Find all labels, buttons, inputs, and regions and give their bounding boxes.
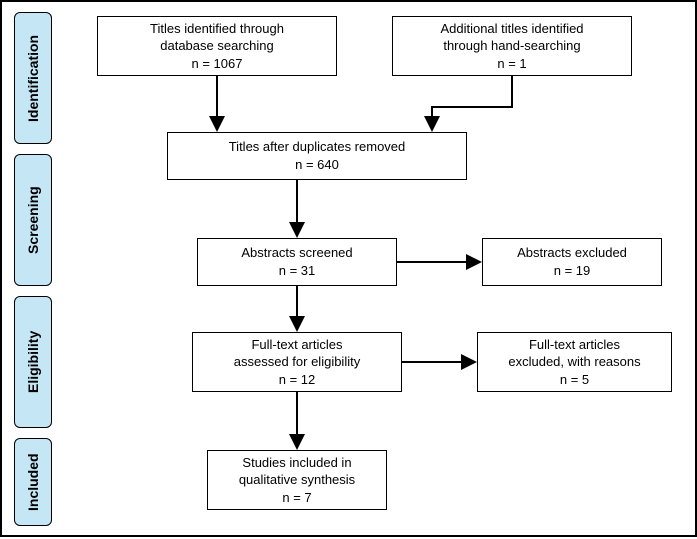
box-line: Titles identified through — [150, 20, 284, 38]
stage-label-text: Eligibility — [25, 331, 41, 393]
box-n: n = 1067 — [192, 55, 243, 73]
stage-eligibility: Eligibility — [14, 296, 52, 428]
box-dedup: Titles after duplicates removed n = 640 — [167, 132, 467, 180]
box-n: n = 7 — [282, 489, 311, 507]
box-n: n = 19 — [554, 262, 591, 280]
box-fulltext-assessed: Full-text articles assessed for eligibil… — [192, 332, 402, 392]
flowchart-canvas: Identification Screening Eligibility Inc… — [0, 0, 697, 537]
stage-label-text: Screening — [25, 186, 41, 254]
box-abstracts-excluded: Abstracts excluded n = 19 — [482, 238, 662, 286]
box-n: n = 12 — [279, 371, 316, 389]
box-hand-search: Additional titles identified through han… — [392, 16, 632, 76]
box-line: Titles after duplicates removed — [229, 138, 406, 156]
stage-label-text: Identification — [25, 34, 41, 121]
arrow — [432, 76, 512, 130]
box-n: n = 5 — [560, 371, 589, 389]
stage-label-text: Included — [25, 453, 41, 511]
box-line: through hand-searching — [443, 37, 580, 55]
box-n: n = 31 — [279, 262, 316, 280]
stage-screening: Screening — [14, 154, 52, 286]
box-n: n = 1 — [497, 55, 526, 73]
box-line: Abstracts screened — [241, 244, 352, 262]
box-fulltext-excluded: Full-text articles excluded, with reason… — [477, 332, 672, 392]
stage-identification: Identification — [14, 12, 52, 144]
box-line: Abstracts excluded — [517, 244, 627, 262]
box-line: Studies included in — [242, 454, 351, 472]
box-line: assessed for eligibility — [234, 353, 360, 371]
stage-included: Included — [14, 438, 52, 526]
box-line: Additional titles identified — [440, 20, 583, 38]
box-abstracts-screened: Abstracts screened n = 31 — [197, 238, 397, 286]
box-line: database searching — [160, 37, 273, 55]
box-line: Full-text articles — [529, 336, 620, 354]
box-db-search: Titles identified through database searc… — [97, 16, 337, 76]
box-line: qualitative synthesis — [239, 471, 355, 489]
box-n: n = 640 — [295, 156, 339, 174]
box-line: excluded, with reasons — [508, 353, 640, 371]
box-line: Full-text articles — [251, 336, 342, 354]
box-included-studies: Studies included in qualitative synthesi… — [207, 450, 387, 510]
